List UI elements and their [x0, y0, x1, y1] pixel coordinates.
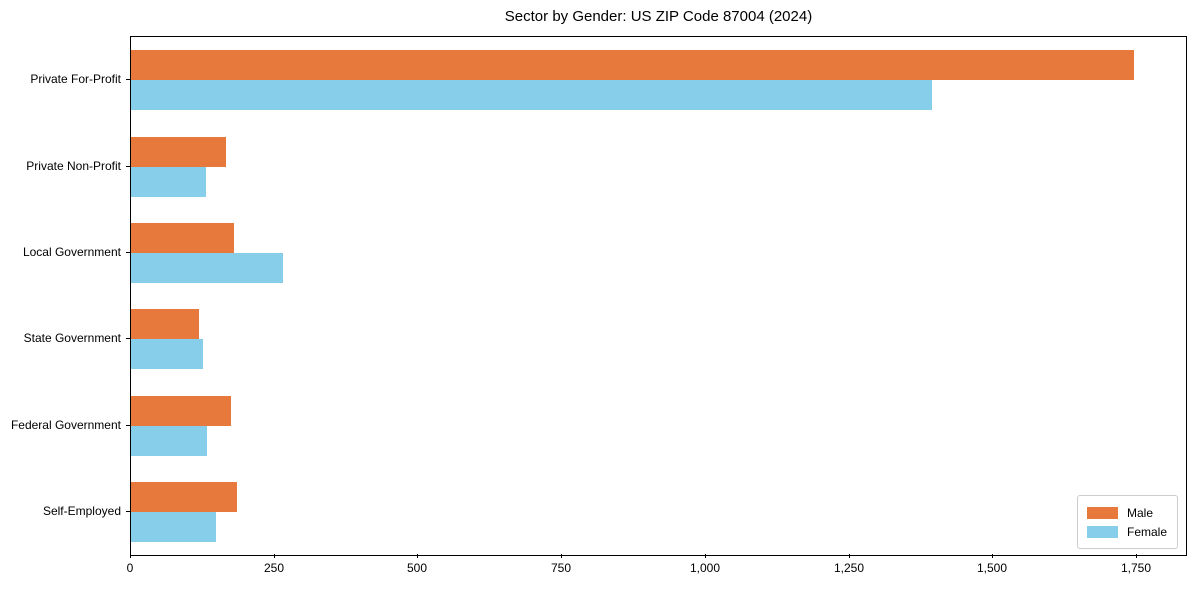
x-tick-mark: [1136, 554, 1137, 558]
y-tick-label-federal-government: Federal Government: [10, 418, 121, 432]
bar-male-federal-government: [131, 396, 232, 426]
x-tick-label-250: 250: [263, 561, 285, 575]
y-tick-label-self-employed: Self-Employed: [42, 504, 121, 518]
bar-female-federal-government: [131, 426, 207, 456]
bar-female-private-non-profit: [131, 167, 206, 197]
x-tick-mark: [849, 554, 850, 558]
y-tick-mark: [126, 166, 130, 167]
bar-female-self-employed: [131, 512, 217, 542]
y-tick-mark: [126, 79, 130, 80]
x-tick-mark: [705, 554, 706, 558]
legend-swatch-male: [1086, 506, 1118, 519]
legend: Male Female: [1076, 495, 1178, 549]
bar-female-state-government: [131, 339, 203, 369]
y-tick-label-private-non-profit: Private Non-Profit: [26, 159, 121, 173]
plot-area: Male Female: [130, 36, 1187, 556]
legend-item-female: Female: [1086, 522, 1167, 541]
bar-female-local-government: [131, 253, 283, 283]
y-tick-mark: [126, 425, 130, 426]
legend-label-male: Male: [1126, 505, 1153, 520]
x-tick-label-1000: 1,000: [689, 561, 721, 575]
bar-male-state-government: [131, 309, 199, 339]
bar-male-private-non-profit: [131, 137, 226, 167]
y-tick-mark: [126, 511, 130, 512]
x-tick-label-500: 500: [406, 561, 428, 575]
legend-item-male: Male: [1086, 503, 1167, 522]
x-tick-mark: [274, 554, 275, 558]
x-tick-mark: [992, 554, 993, 558]
x-tick-label-1500: 1,500: [976, 561, 1008, 575]
chart-title: Sector by Gender: US ZIP Code 87004 (202…: [504, 8, 813, 25]
y-tick-label-state-government: State Government: [23, 331, 121, 345]
legend-swatch-female: [1086, 525, 1118, 538]
bar-male-self-employed: [131, 482, 237, 512]
y-tick-mark: [126, 252, 130, 253]
x-tick-mark: [130, 554, 131, 558]
x-tick-label-750: 750: [550, 561, 572, 575]
x-tick-mark: [561, 554, 562, 558]
x-tick-label-0: 0: [126, 561, 134, 575]
y-tick-label-local-government: Local Government: [22, 245, 121, 259]
y-tick-label-private-for-profit: Private For-Profit: [30, 72, 121, 86]
x-tick-label-1250: 1,250: [833, 561, 865, 575]
bar-female-private-for-profit: [131, 80, 933, 110]
legend-label-female: Female: [1126, 524, 1167, 539]
bar-male-private-for-profit: [131, 50, 1135, 80]
y-tick-mark: [126, 338, 130, 339]
x-tick-label-1750: 1,750: [1120, 561, 1152, 575]
bar-male-local-government: [131, 223, 234, 253]
x-tick-mark: [417, 554, 418, 558]
